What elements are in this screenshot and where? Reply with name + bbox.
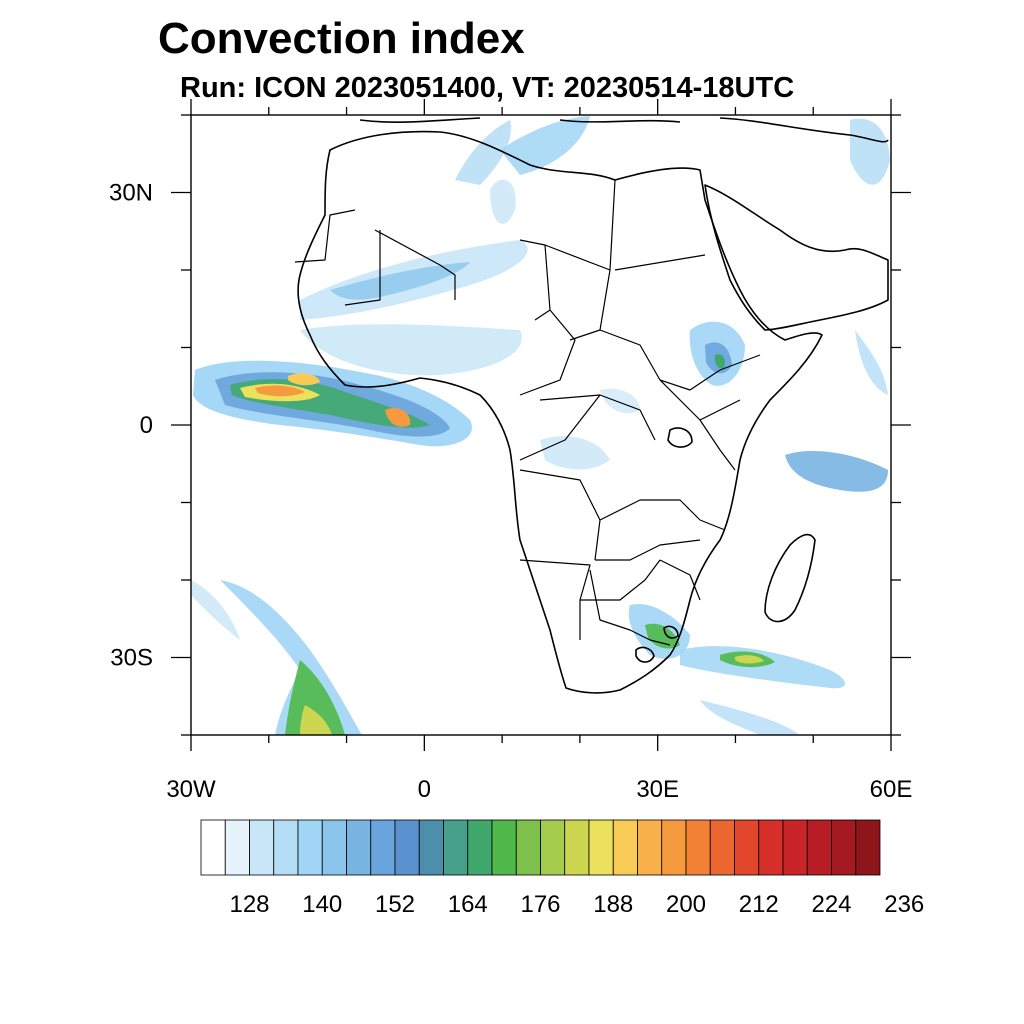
colorbar-label: 224 [811,891,851,918]
colorbar-box [273,819,299,876]
colorbar-label: 212 [739,891,779,918]
convection-field [191,116,890,735]
colorbar-box [297,819,323,876]
lat-tick-label: 0 [140,412,153,439]
colorbar-box [637,819,663,876]
colorbar-box [806,819,832,876]
arabia-coast [704,184,889,331]
colorbar-box [370,819,396,876]
colorbar-box [782,819,808,876]
colorbar-label: 176 [520,891,560,918]
mediterranean-north [359,117,889,143]
colorbar-labels: 128 140 152 164 176 188 200 212 224 236 [229,891,924,918]
colorbar-label: 236 [884,891,924,918]
lat-tick-label: 30N [109,180,153,207]
swaziland [663,625,679,639]
colorbar-label: 128 [229,891,269,918]
colorbar [200,819,881,876]
colorbar-box [661,819,687,876]
colorbar-box [321,819,347,876]
colorbar-box [491,819,517,876]
lon-tick-label: 60E [870,776,913,803]
colorbar-box [346,819,372,876]
lesotho [635,646,655,663]
colorbar-box [588,819,614,876]
colorbar-box [418,819,444,876]
colorbar-box [709,819,735,876]
colorbar-box [758,819,784,876]
colorbar-box [855,819,881,876]
colorbar-label: 164 [448,891,488,918]
colorbar-box [685,819,711,876]
colorbar-label: 188 [593,891,633,918]
colorbar-box [249,819,275,876]
lake-victoria [667,427,693,448]
colorbar-box [564,819,590,876]
coastlines [294,117,889,694]
country-borders [294,179,761,646]
colorbar-label: 152 [375,891,415,918]
lon-tick-label: 30E [636,776,679,803]
chart-title: Convection index [158,14,525,63]
lon-tick-label: 30W [166,776,216,803]
colorbar-box [200,819,226,876]
colorbar-box [612,819,638,876]
axis-ticks [171,99,911,751]
axis-tick-labels: 30N 0 30S 30W 0 30E 60E [109,180,912,804]
colorbar-label: 200 [666,891,706,918]
colorbar-box [515,819,541,876]
colorbar-box [734,819,760,876]
colorbar-box [540,819,566,876]
colorbar-label: 140 [302,891,342,918]
africa-coastline [297,130,823,694]
colorbar-box [467,819,493,876]
madagascar [764,533,816,623]
chart-subtitle: Run: ICON 2023051400, VT: 20230514-18UTC [180,72,795,104]
colorbar-box [831,819,857,876]
lat-tick-label: 30S [110,645,153,672]
colorbar-box [394,819,420,876]
colorbar-box [443,819,469,876]
lon-tick-label: 0 [418,776,431,803]
colorbar-box [224,819,250,876]
